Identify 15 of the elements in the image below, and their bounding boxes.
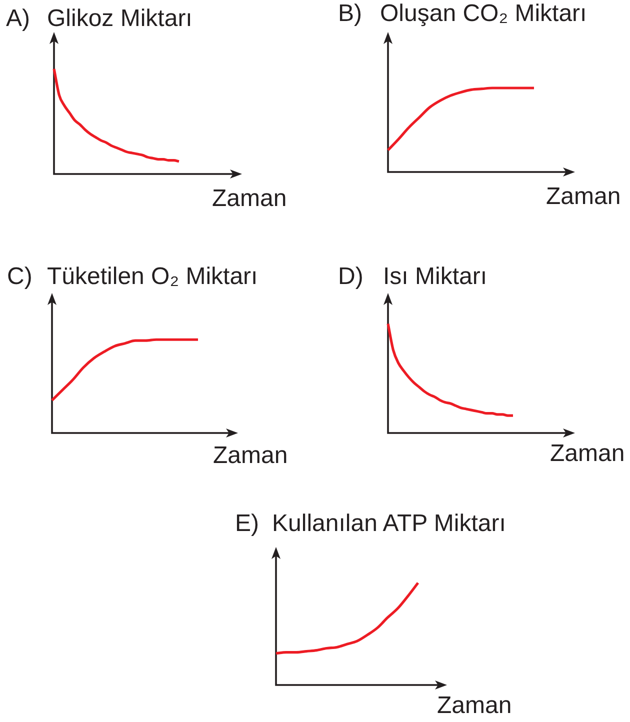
y-axis-title: Kullanılan ATP Miktarı: [272, 510, 506, 537]
x-axis-title: Zaman: [550, 440, 625, 467]
x-axis-title: Zaman: [212, 185, 287, 212]
y-axis-title: Glikoz Miktarı: [47, 5, 192, 32]
x-axis-title: Zaman: [437, 692, 512, 719]
x-axis-title: Zaman: [213, 442, 288, 469]
y-axis-title: Tüketilen O₂ Miktarı: [47, 263, 258, 290]
y-axis-title: Isı Miktarı: [383, 263, 488, 290]
x-axis-title: Zaman: [546, 183, 621, 210]
chart-title: A): [6, 5, 30, 32]
chart-title: B): [338, 0, 362, 27]
y-axis-title: Oluşan CO₂ Miktarı: [380, 0, 587, 27]
chart-title: E): [235, 510, 259, 537]
chart-title: D): [338, 263, 364, 290]
chart-title: C): [7, 263, 32, 290]
